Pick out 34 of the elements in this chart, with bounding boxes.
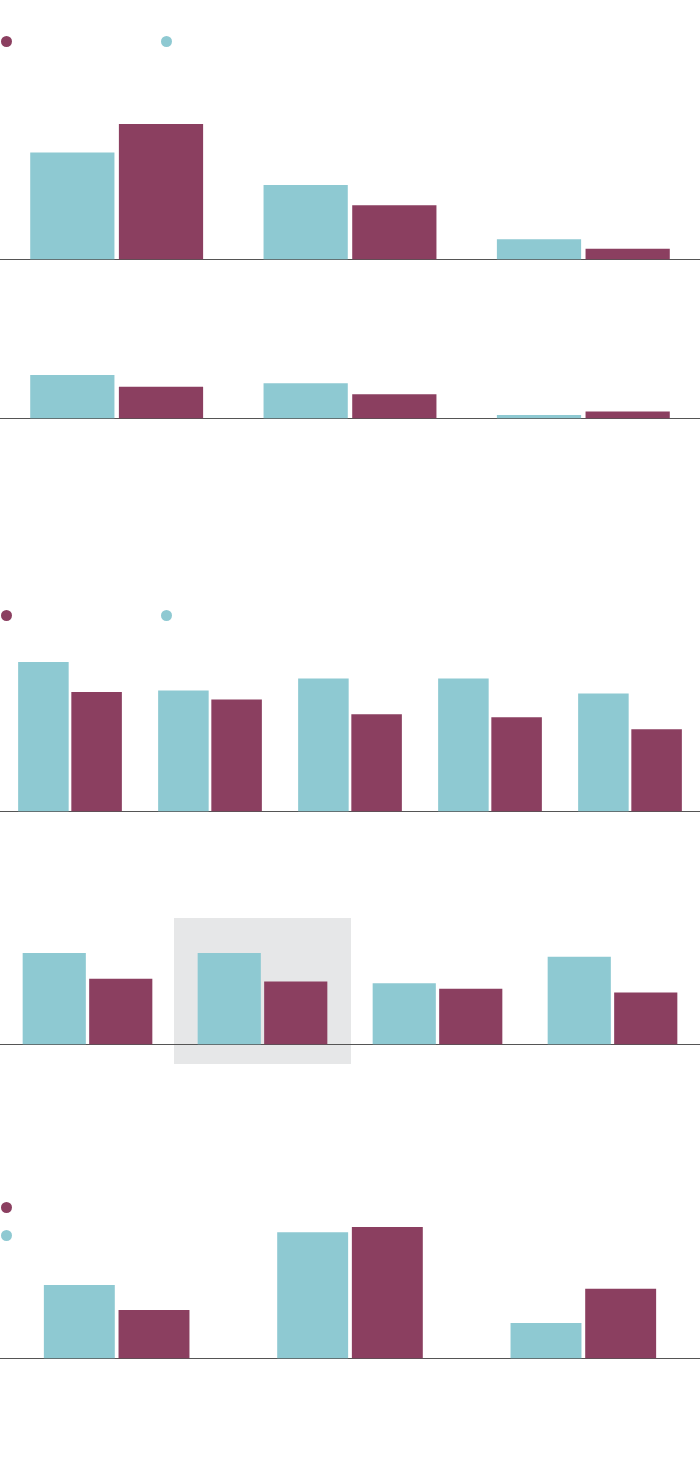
bar xyxy=(298,678,349,812)
bar xyxy=(496,239,582,260)
bar xyxy=(351,714,402,812)
bar xyxy=(211,699,262,812)
bar xyxy=(118,1309,190,1359)
bar xyxy=(30,375,115,419)
bar xyxy=(352,205,437,260)
bar xyxy=(18,662,69,812)
bar xyxy=(351,1227,423,1359)
bar xyxy=(438,678,489,812)
bar xyxy=(158,690,209,812)
bar xyxy=(89,978,153,1045)
bar xyxy=(585,1288,657,1359)
bar xyxy=(585,248,670,260)
bar xyxy=(22,953,86,1045)
bar xyxy=(30,152,115,260)
bar xyxy=(263,383,348,419)
bar xyxy=(631,729,682,812)
bar xyxy=(118,124,204,260)
bar xyxy=(118,386,204,419)
bar xyxy=(43,1284,115,1359)
bar xyxy=(439,988,503,1045)
bar xyxy=(277,1232,349,1359)
bar xyxy=(197,953,261,1045)
bar xyxy=(491,717,542,812)
bar xyxy=(614,992,678,1045)
bar xyxy=(263,185,348,260)
bar xyxy=(578,693,629,812)
bar xyxy=(352,394,437,419)
bar xyxy=(71,691,122,812)
bar xyxy=(264,981,328,1045)
bar xyxy=(372,983,436,1045)
bar xyxy=(510,1323,582,1359)
bar xyxy=(547,956,611,1045)
